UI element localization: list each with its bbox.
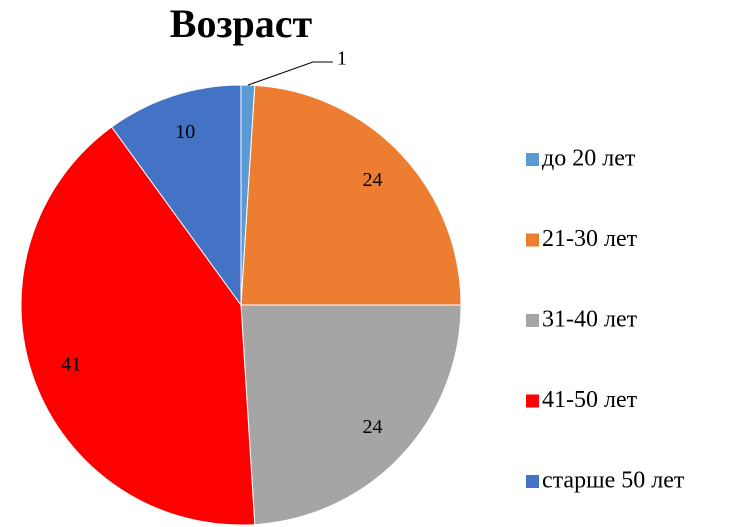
data-label: 1: [337, 48, 347, 70]
legend-label: до 20 лет: [542, 146, 636, 172]
chart-title: Возраст: [170, 1, 313, 46]
pie-slice: [110, 84, 242, 307]
legend-label: 41-50 лет: [542, 387, 638, 413]
data-label: 41: [61, 354, 81, 376]
pie-slice: [240, 84, 462, 306]
pie-slice: [20, 126, 256, 526]
data-label: 10: [175, 121, 195, 143]
legend-swatch: [526, 153, 539, 166]
legend-label: 21-30 лет: [542, 226, 638, 252]
data-label: 24: [363, 416, 383, 438]
legend-swatch: [526, 475, 539, 488]
legend-swatch: [526, 314, 539, 327]
leader-line: [247, 61, 333, 86]
data-label: 24: [363, 169, 383, 191]
legend-label: 31-40 лет: [542, 307, 638, 333]
legend-swatch: [526, 233, 539, 247]
pie-slice: [240, 304, 462, 526]
legend-swatch: [526, 394, 539, 408]
legend-label: старше 50 лет: [542, 468, 685, 494]
